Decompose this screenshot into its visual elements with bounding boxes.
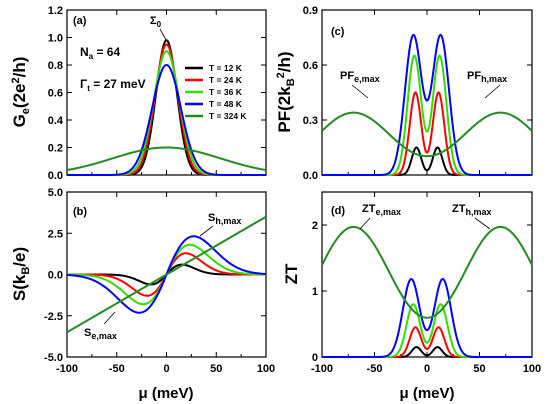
series-line-a-4 <box>66 146 267 172</box>
y-tick-label: 0.0 <box>303 170 318 182</box>
y-tick-label: 5.0 <box>48 187 63 199</box>
y-tick-label: -2.5 <box>44 311 63 323</box>
annotation-zt-emax: ZTe,max <box>362 203 401 217</box>
panel-c-frame <box>321 9 533 176</box>
panel-b-ylabel: S(kB/e) <box>10 247 32 301</box>
annotation-s-emax-pointer <box>103 311 116 325</box>
y-tick-label: 0.0 <box>48 270 63 282</box>
annotation-zt-hmax: ZTh,max <box>452 203 491 217</box>
panel-c-label: (c) <box>331 26 345 38</box>
series-line-b-4 <box>66 215 267 334</box>
x-tick-label: -100 <box>56 363 78 375</box>
y-tick-label: 0.8 <box>48 60 63 72</box>
panel-d-label: (d) <box>331 205 345 217</box>
y-tick-label: 2.5 <box>48 228 63 240</box>
annotation-s-hmax: Sh,max <box>208 212 241 226</box>
panel-b-xlabel: μ (meV) <box>138 385 193 402</box>
y-tick-label: 0.6 <box>303 60 318 72</box>
x-tick-label: 0 <box>424 363 430 375</box>
legend: T = 12 K T = 24 K T = 36 K T = 48 K T = 324 … <box>185 63 247 121</box>
annotation-zt-hmax-pointer <box>474 217 491 230</box>
y-tick-label: 0.3 <box>303 115 318 127</box>
series-line-c-3 <box>322 33 532 176</box>
x-tick-label: 50 <box>210 363 222 375</box>
y-tick-label: 0.0 <box>48 170 63 182</box>
y-tick-label: 0 <box>312 352 318 364</box>
x-tick-label: -100 <box>311 363 333 375</box>
legend-label: T = 12 K <box>209 63 243 73</box>
annotation-s-emax: Se,max <box>84 327 117 341</box>
y-tick-label: 0.6 <box>48 88 63 100</box>
y-tick-label: 2 <box>312 220 318 232</box>
annotation-pf-hmax: PFh,max <box>467 70 507 84</box>
legend-label: T = 24 K <box>209 75 243 85</box>
panel-d-xlabel: μ (meV) <box>399 385 454 402</box>
x-tick-label: 100 <box>257 363 275 375</box>
series-line-d-4 <box>321 225 533 319</box>
annotation-pf-hmax-pointer <box>484 84 501 99</box>
panel-a-label: (a) <box>73 15 87 27</box>
x-tick-label: -50 <box>109 363 125 375</box>
panel-d-ylabel: ZT <box>282 263 301 284</box>
series-line-c-4 <box>321 111 533 158</box>
annotation-sigma0: Σ0 <box>150 15 162 29</box>
annotation-s-hmax-pointer <box>199 225 214 237</box>
series-line-c-1 <box>322 91 532 176</box>
x-tick-label: 50 <box>473 363 485 375</box>
y-tick-label: 1.2 <box>48 5 63 17</box>
annotation-pf-emax-pointer <box>351 84 369 99</box>
series-line-a-3 <box>67 63 266 176</box>
y-tick-label: 0.2 <box>48 143 63 155</box>
annotation-sigma0-pointer <box>159 28 167 41</box>
x-tick-label: -50 <box>367 363 383 375</box>
x-tick-label: 100 <box>523 363 541 375</box>
annotation-pf-emax: PFe,max <box>340 70 380 84</box>
y-tick-label: 1 <box>312 286 318 298</box>
y-tick-label: 1.0 <box>48 33 63 45</box>
legend-label: T = 36 K <box>209 87 243 97</box>
param-na: Na = 64 <box>80 45 120 61</box>
legend-label: T = 48 K <box>209 99 243 109</box>
curves-layer <box>66 33 533 358</box>
annotation-zt-emax-pointer <box>359 217 371 230</box>
x-tick-label: 0 <box>163 363 169 375</box>
panel-b-label: (b) <box>73 206 87 218</box>
legend-label: T = 324 K <box>209 111 247 121</box>
y-tick-label: -5.0 <box>44 352 63 364</box>
panel-d-frame <box>321 191 533 358</box>
y-tick-label: 0.4 <box>48 115 64 127</box>
y-tick-label: 0.9 <box>303 5 318 17</box>
ticks-layer: 0.00.20.40.60.81.01.2-100 -50 0 50 100-5.0-2… <box>44 5 541 375</box>
series-line-d-3 <box>322 278 532 358</box>
panel-c-ylabel: PF(2kB2/h) <box>275 51 297 132</box>
param-gamma: Γt = 27 meV <box>80 77 146 93</box>
panel-a-ylabel: Ge(2e2/h) <box>10 57 32 128</box>
